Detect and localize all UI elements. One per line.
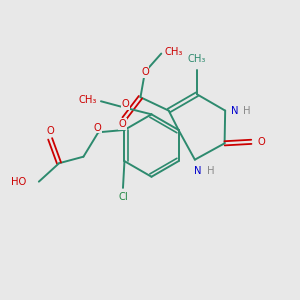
Text: Cl: Cl	[118, 192, 128, 203]
Text: N: N	[231, 106, 238, 116]
Text: CH₃: CH₃	[188, 54, 206, 64]
Text: HO: HO	[11, 177, 26, 187]
Text: H: H	[243, 106, 250, 116]
Text: O: O	[141, 67, 149, 77]
Text: CH₃: CH₃	[78, 95, 97, 105]
Text: O: O	[258, 137, 266, 147]
Text: CH₃: CH₃	[165, 47, 183, 57]
Text: O: O	[122, 99, 129, 109]
Text: H: H	[207, 166, 214, 176]
Text: O: O	[47, 125, 55, 136]
Text: O: O	[94, 123, 102, 133]
Text: N: N	[194, 166, 202, 176]
Text: O: O	[119, 119, 127, 129]
